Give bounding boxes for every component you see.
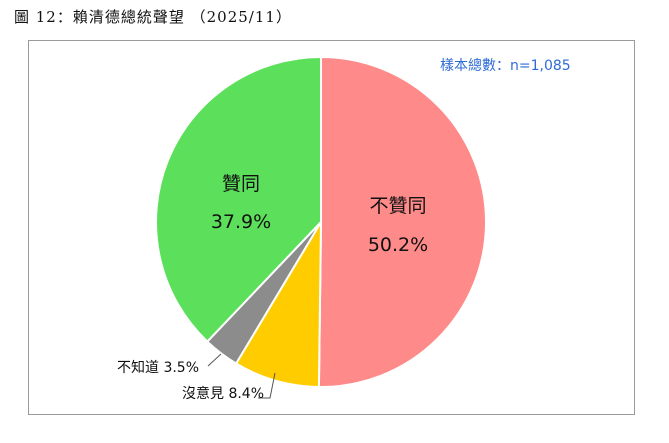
pie-slice-0 [317, 55, 487, 388]
slice-value-label: 50.2% [368, 234, 428, 256]
slice-value-label: 37.9% [211, 211, 271, 233]
leader-line [258, 372, 276, 399]
sample-size-note: 樣本總數：n=1,085 [440, 58, 571, 74]
slice-name-label: 不贊同 [369, 195, 426, 217]
leader-line [207, 353, 222, 367]
slice-outside-label: 沒意見 8.4% [182, 385, 264, 402]
pie-slice-3 [155, 55, 322, 343]
figure-title: 圖 12：賴清德總統聲望 （2025/11） [14, 8, 292, 26]
pie-slice-1 [234, 218, 323, 388]
slice-name-label: 贊同 [222, 173, 260, 195]
slice-outside-label: 不知道 3.5% [117, 359, 199, 376]
